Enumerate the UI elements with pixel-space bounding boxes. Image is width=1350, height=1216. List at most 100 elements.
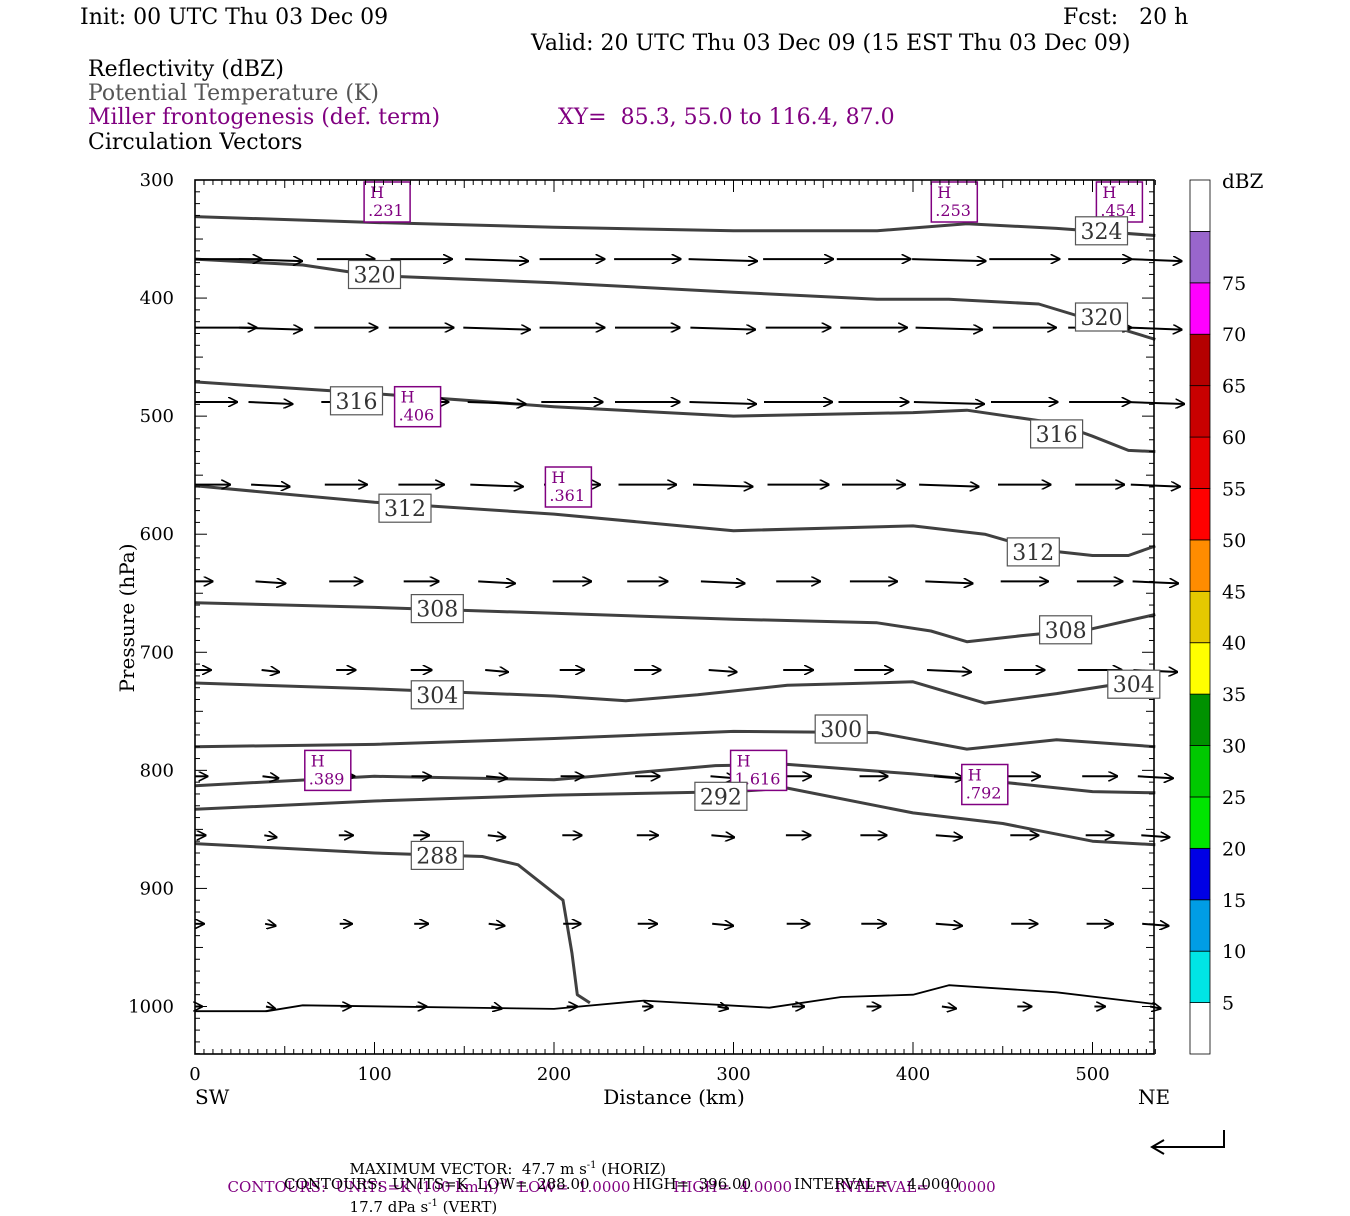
circulation-vector: [467, 402, 526, 404]
colorbar-tick-label: 10: [1222, 941, 1246, 963]
frontogenesis-max-value: .406: [399, 406, 435, 425]
frontogenesis-max-value: .389: [309, 769, 345, 788]
circulation-vector: [912, 259, 986, 261]
colorbar-swatch: [1189, 436, 1211, 489]
legend-potential-temperature: Potential Temperature (K): [88, 81, 379, 106]
x-tick-label: 0: [189, 1064, 200, 1085]
frontogenesis-max-label: H: [401, 388, 415, 407]
circulation-vector: [689, 402, 757, 404]
frontogenesis-max-box: [1095, 181, 1144, 223]
circulation-vector: [470, 485, 523, 487]
colorbar-swatch: [1189, 950, 1211, 1003]
colorbar-swatch: [1189, 796, 1211, 849]
reference-vector-icon: [1150, 1130, 1225, 1155]
colorbar-swatch: [1189, 847, 1211, 901]
colorbar-tick-label: 20: [1222, 838, 1246, 860]
theta-contour-288: [194, 842, 591, 1005]
colorbar-tick-label: 55: [1222, 478, 1246, 500]
theta-label-box: [410, 593, 464, 624]
theta-label-box: [814, 714, 868, 744]
theta-label-box: [1038, 615, 1093, 645]
circulation-vector: [692, 485, 753, 487]
circulation-vector: [1130, 485, 1180, 487]
circulation-vector: [717, 1007, 729, 1009]
frontogenesis-max-label: H: [1102, 183, 1116, 202]
circulation-vector: [925, 581, 972, 583]
theta-contour-324: [194, 215, 1156, 237]
init-time: Init: 00 UTC Thu 03 Dec 09: [80, 5, 389, 30]
legend-circulation-vectors: Circulation Vectors: [88, 130, 303, 155]
theta-contour-label: 300: [820, 718, 862, 743]
circulation-vector: [248, 402, 293, 404]
colorbar-swatch: [1189, 590, 1211, 644]
contours-fgen-range: LOW= 1.0000 HIGH= 4.0000 INTERVAL= 1.000…: [508, 1178, 996, 1196]
colorbar-swatch: [1189, 642, 1211, 695]
circulation-vector: [485, 670, 508, 672]
frontogenesis-max-box: [363, 181, 411, 223]
valid-time: Valid: 20 UTC Thu 03 Dec 09 (15 EST Thu …: [531, 31, 1131, 56]
theta-contour-label: 316: [1036, 423, 1078, 448]
colorbar-tick-label: 30: [1222, 736, 1246, 758]
frontogenesis-max-value: .253: [935, 201, 971, 220]
colorbar-tick-label: 75: [1222, 273, 1246, 295]
colorbar-swatch: [1189, 231, 1211, 284]
frontogenesis-max-box: [930, 181, 979, 223]
y-tick-label: 400: [140, 288, 174, 309]
frontogenesis-max-value: .792: [966, 784, 1002, 803]
circulation-vector: [238, 328, 302, 330]
theta-contour-296: [194, 762, 1156, 795]
circulation-vector: [251, 485, 290, 487]
theta-contour-label: 308: [416, 598, 458, 623]
circulation-vector: [941, 1007, 956, 1009]
circulation-vector: [712, 924, 733, 926]
frontogenesis-max-label: H: [968, 766, 982, 785]
axes: 0 100 200 300 400 500 300 400 500 600 700 800 900 100…: [128, 170, 1156, 1085]
x-axis-left-end-label: SW: [195, 1085, 230, 1109]
colorbar-swatch: [1189, 333, 1211, 387]
circulation-vector: [262, 776, 279, 778]
colorbar-tick-label: 70: [1222, 324, 1246, 346]
circulation-vector: [491, 1007, 502, 1009]
circulation-vector: [933, 776, 964, 778]
max-vector-horiz-text: MAXIMUM VECTOR: 47.7 m s: [349, 1160, 587, 1178]
colorbar-swatch: [1189, 385, 1211, 438]
circulation-vector: [261, 670, 280, 672]
theta-contour-label: 292: [700, 785, 742, 810]
circulation-vector: [264, 835, 276, 837]
frontogenesis-max-value: .361: [549, 486, 585, 505]
frontogenesis-max-label: H: [551, 468, 565, 487]
frontogenesis-max-value: .231: [368, 201, 404, 220]
frontogenesis-max-box: [393, 385, 442, 428]
forecast-hour: Fcst: 20 h: [1063, 5, 1189, 30]
y-tick-label: 700: [140, 642, 174, 663]
colorbar-unit-label: dBZ: [1222, 169, 1264, 193]
circulation-vector: [1137, 776, 1173, 778]
circulation-vector: [465, 259, 528, 261]
circulation-vector: [1126, 402, 1184, 404]
colorbar-swatch: [1189, 539, 1211, 592]
frontogenesis-max-value: .454: [1100, 201, 1136, 220]
circulation-vector: [1132, 581, 1179, 583]
colorbar-tick-label: 45: [1222, 581, 1246, 603]
theta-contour-label: 308: [1045, 619, 1087, 644]
theta-label-box: [347, 259, 402, 290]
circulation-vector: [463, 328, 530, 330]
max-vector-horiz-suffix: (HORIZ): [596, 1160, 667, 1178]
frontogenesis-max-label: H: [311, 751, 325, 770]
theta-contour-288: [195, 984, 1156, 1013]
theta-label-box: [1107, 669, 1161, 699]
legend-reflectivity: Reflectivity (dBZ): [88, 57, 284, 82]
theta-contour-label: 324: [1081, 220, 1123, 245]
max-vector-vert-suffix: (VERT): [437, 1198, 498, 1216]
circulation-vector: [255, 581, 286, 583]
contours-fgen-exponent: -1: [498, 1178, 509, 1189]
circulation-vector: [935, 835, 962, 837]
colorbar-swatch: [1189, 282, 1211, 335]
theta-contour-292: [194, 786, 1156, 847]
theta-label-box: [1006, 537, 1060, 567]
circulation-vector: [926, 670, 971, 672]
theta-label-box: [410, 840, 464, 871]
y-tick-label: 900: [140, 878, 174, 899]
